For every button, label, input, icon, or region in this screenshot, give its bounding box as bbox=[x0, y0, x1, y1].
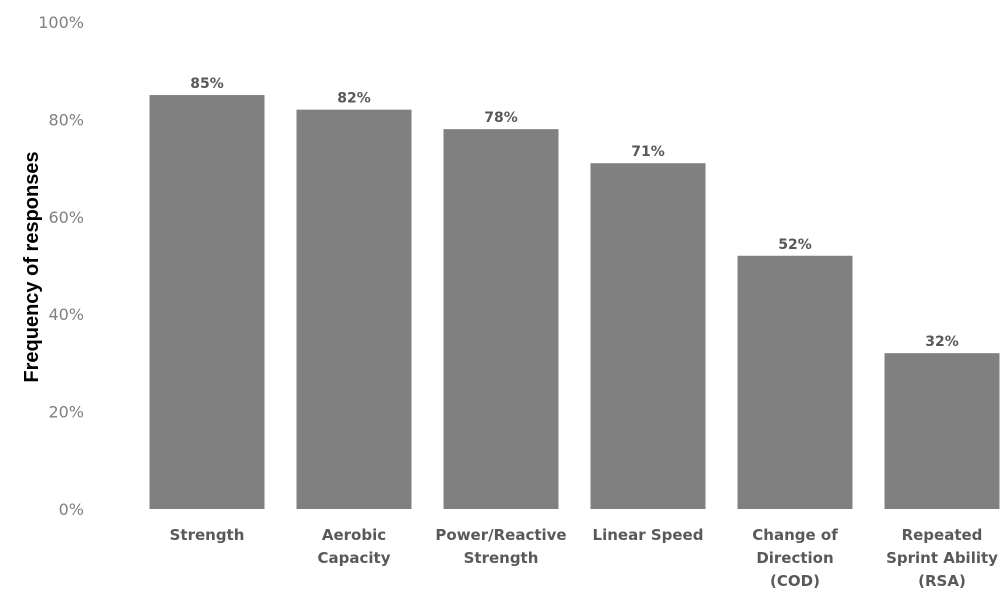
y-tick-label: 40% bbox=[48, 305, 84, 324]
category-label: Strength bbox=[170, 526, 245, 544]
y-tick-label: 100% bbox=[38, 13, 84, 32]
category-label: Direction bbox=[756, 549, 833, 567]
category-label: (RSA) bbox=[918, 572, 966, 590]
bar bbox=[296, 109, 412, 509]
category-label: Capacity bbox=[318, 549, 391, 567]
y-tick-label: 60% bbox=[48, 208, 84, 227]
bar bbox=[737, 255, 853, 509]
data-labels: 85% 82% 78% 71% 52% 32% bbox=[190, 76, 959, 350]
category-label: Power/Reactive bbox=[435, 526, 566, 544]
data-label: 78% bbox=[484, 110, 518, 126]
category-label: Change of bbox=[752, 526, 838, 544]
category-label: Sprint Ability bbox=[886, 549, 998, 567]
data-label: 85% bbox=[190, 76, 224, 92]
bar bbox=[884, 353, 1000, 509]
y-tick-label: 0% bbox=[59, 500, 84, 519]
data-label: 52% bbox=[778, 237, 812, 253]
category-label: Repeated bbox=[902, 526, 983, 544]
category-label: (COD) bbox=[770, 572, 820, 590]
y-axis-title: Frequency of responses bbox=[21, 151, 43, 382]
bars bbox=[149, 95, 1000, 510]
y-tick-label: 80% bbox=[48, 110, 84, 129]
category-label: Linear Speed bbox=[593, 526, 704, 544]
bar bbox=[149, 95, 265, 510]
category-label: Aerobic bbox=[322, 526, 386, 544]
data-label: 82% bbox=[337, 91, 371, 107]
data-label: 71% bbox=[631, 144, 665, 160]
data-label: 32% bbox=[925, 334, 959, 350]
category-label: Strength bbox=[464, 549, 539, 567]
bar bbox=[443, 129, 559, 509]
category-labels: Strength Aerobic Capacity Power/Reactive Str… bbox=[170, 526, 999, 590]
bar bbox=[590, 163, 706, 510]
y-axis-ticks: 0% 20% 40% 60% 80% 100% bbox=[38, 13, 84, 519]
y-tick-label: 20% bbox=[48, 403, 84, 422]
